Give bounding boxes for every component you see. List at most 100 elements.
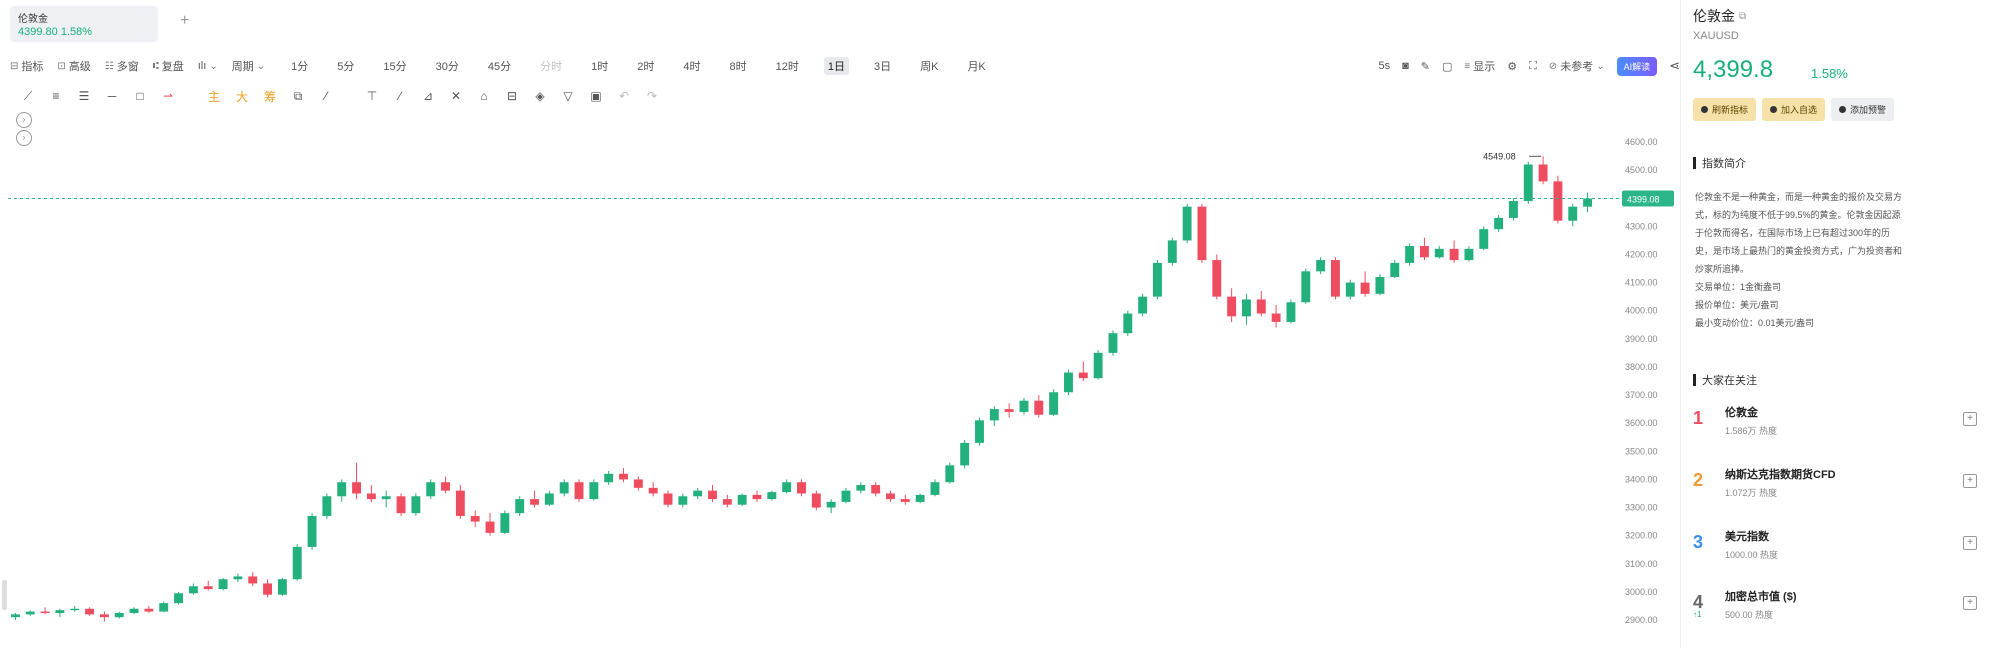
- candle-body: [1153, 262, 1162, 297]
- candle-body: [1227, 296, 1237, 317]
- hot-list-item[interactable]: 4 加密总市值 ($) 500.00 热度 + ↑1: [1693, 584, 1983, 630]
- add-watchlist-icon[interactable]: +: [1963, 536, 1977, 550]
- chart-style-icon: ılı: [197, 60, 207, 72]
- ai-analysis-button[interactable]: AI解读: [1616, 56, 1658, 76]
- large-order-tool[interactable]: 大: [235, 89, 248, 104]
- hide-icon[interactable]: ⊟: [506, 89, 518, 103]
- refresh-interval[interactable]: 5s: [1378, 60, 1391, 72]
- panel-title: 伦敦金 ⧉: [1693, 6, 1746, 26]
- text-tool[interactable]: ⊤: [366, 89, 378, 103]
- candle-body: [544, 493, 554, 505]
- ruler-tool[interactable]: ⁄: [398, 89, 401, 103]
- period-1m[interactable]: 1分: [291, 61, 309, 73]
- add-watchlist-button[interactable]: 加入自选: [1762, 98, 1826, 121]
- candle-body: [40, 611, 50, 613]
- horizontal-line-tool[interactable]: ─: [107, 89, 117, 103]
- period-15m[interactable]: 15分: [383, 61, 407, 73]
- cross-tool[interactable]: ✕: [450, 89, 462, 103]
- price-axis-label: 3600.00: [1625, 418, 1658, 428]
- candle-body: [530, 499, 539, 505]
- candle-body: [559, 482, 569, 494]
- period-month[interactable]: 月K: [967, 61, 986, 73]
- symbol-tab[interactable]: 伦敦金 4399.80 1.58%: [10, 6, 158, 42]
- period-12h[interactable]: 12时: [775, 61, 799, 73]
- parallel-channel-tool[interactable]: ≡: [52, 89, 60, 103]
- expand-icon[interactable]: ›: [16, 130, 32, 146]
- reference-label: 未参考: [1560, 61, 1594, 73]
- period-5m[interactable]: 5分: [337, 61, 355, 73]
- main-force-tool[interactable]: 主: [207, 89, 220, 104]
- expand-icon[interactable]: ›: [16, 112, 32, 128]
- trend-line-tool[interactable]: ⟋: [23, 88, 33, 103]
- dot-icon: [1839, 106, 1847, 113]
- measure-tool[interactable]: ⁄: [324, 89, 327, 103]
- candle-body: [1271, 313, 1281, 322]
- period-week[interactable]: 周K: [920, 61, 939, 73]
- multi-window-button[interactable]: ☷ 多窗: [105, 58, 139, 74]
- copy-icon[interactable]: ⧉: [1739, 10, 1747, 22]
- period-menu-dropdown[interactable]: 周期 ⌄: [232, 58, 265, 74]
- window-icon[interactable]: ▢: [1441, 60, 1453, 73]
- add-watchlist-icon[interactable]: +: [1963, 412, 1977, 426]
- section-bar-icon: [1693, 374, 1696, 386]
- period-timeshare[interactable]: 分时: [540, 61, 563, 73]
- add-watchlist-icon[interactable]: +: [1963, 474, 1977, 488]
- candle-body: [648, 487, 658, 494]
- candle-body: [589, 482, 599, 500]
- candle-body: [233, 576, 243, 580]
- filter-icon[interactable]: ▽: [563, 89, 573, 103]
- delete-icon[interactable]: ▣: [590, 89, 602, 103]
- undo-icon[interactable]: ↶: [618, 89, 630, 103]
- candle-body: [960, 442, 970, 466]
- period-1d[interactable]: 1日: [823, 57, 849, 75]
- rectangle-tool[interactable]: □: [136, 89, 144, 103]
- replay-button[interactable]: ⑆ 复盘: [153, 58, 184, 74]
- share-icon[interactable]: ⋖: [1669, 58, 1680, 73]
- refresh-indicator-button[interactable]: 刷新指标: [1693, 98, 1757, 121]
- hot-list-item[interactable]: 1 伦敦金 1.586万 热度 +: [1693, 400, 1983, 446]
- candle-body: [1242, 299, 1251, 317]
- hot-list-item[interactable]: 3 美元指数 1000.00 热度 +: [1693, 524, 1983, 570]
- period-2h[interactable]: 2时: [637, 61, 655, 73]
- angle-tool[interactable]: ⊿: [422, 89, 434, 103]
- high-button[interactable]: ⊡ 高级: [57, 58, 90, 74]
- lock-icon[interactable]: ⌂: [480, 89, 488, 103]
- candle-body: [292, 546, 302, 580]
- arrow-tool[interactable]: ⇀: [162, 89, 174, 103]
- period-45m[interactable]: 45分: [487, 61, 512, 73]
- settings-icon[interactable]: ⚙: [1507, 60, 1518, 73]
- fullscreen-icon[interactable]: ⛶: [1529, 59, 1537, 72]
- pen-icon[interactable]: ✎: [1420, 60, 1430, 73]
- redo-icon[interactable]: ↷: [646, 89, 658, 103]
- indicator-button[interactable]: ⊟ 指标: [10, 58, 43, 74]
- rank-number: 2: [1693, 470, 1704, 490]
- rank-number: 1: [1693, 408, 1704, 428]
- camera-icon[interactable]: ◙: [1402, 60, 1409, 72]
- period-30m[interactable]: 30分: [435, 61, 459, 73]
- candlestick-chart[interactable]: 4600.00 4500.00 4300.00 4200.00 4100.00 4000.…: [0, 110, 1680, 645]
- scroll-handle[interactable]: [2, 580, 7, 610]
- candle-body: [989, 409, 999, 421]
- candle-body: [1508, 201, 1518, 218]
- period-1h[interactable]: 1时: [591, 61, 609, 73]
- chart-style-dropdown[interactable]: ılı ⌄: [198, 60, 218, 72]
- hot-item-name: 伦敦金: [1725, 407, 1758, 419]
- chevron-down-icon: ⌄: [1596, 60, 1605, 72]
- candle-body: [574, 482, 584, 500]
- magnet-icon[interactable]: ◈: [535, 89, 545, 103]
- period-4h[interactable]: 4时: [683, 61, 701, 73]
- reference-dropdown[interactable]: ⊘ 未参考 ⌄: [1549, 58, 1605, 74]
- period-8h[interactable]: 8时: [729, 61, 747, 73]
- add-watchlist-icon[interactable]: +: [1963, 596, 1977, 610]
- add-tab-button[interactable]: +: [180, 12, 190, 29]
- chip-tool[interactable]: 筹: [263, 89, 276, 104]
- add-alert-button[interactable]: 添加预警: [1831, 98, 1895, 121]
- candle-body: [1345, 282, 1355, 297]
- period-3d[interactable]: 3日: [873, 61, 892, 73]
- layers-tool[interactable]: ⧉: [293, 88, 303, 103]
- candle-body: [1375, 276, 1385, 294]
- hot-item-heat: 1.072万 热度: [1725, 488, 1778, 498]
- fib-tool[interactable]: ☰: [78, 89, 90, 103]
- hot-list-item[interactable]: 2 纳斯达克指数期货CFD 1.072万 热度 +: [1693, 462, 1983, 508]
- display-button[interactable]: ≡ 显示: [1464, 58, 1495, 74]
